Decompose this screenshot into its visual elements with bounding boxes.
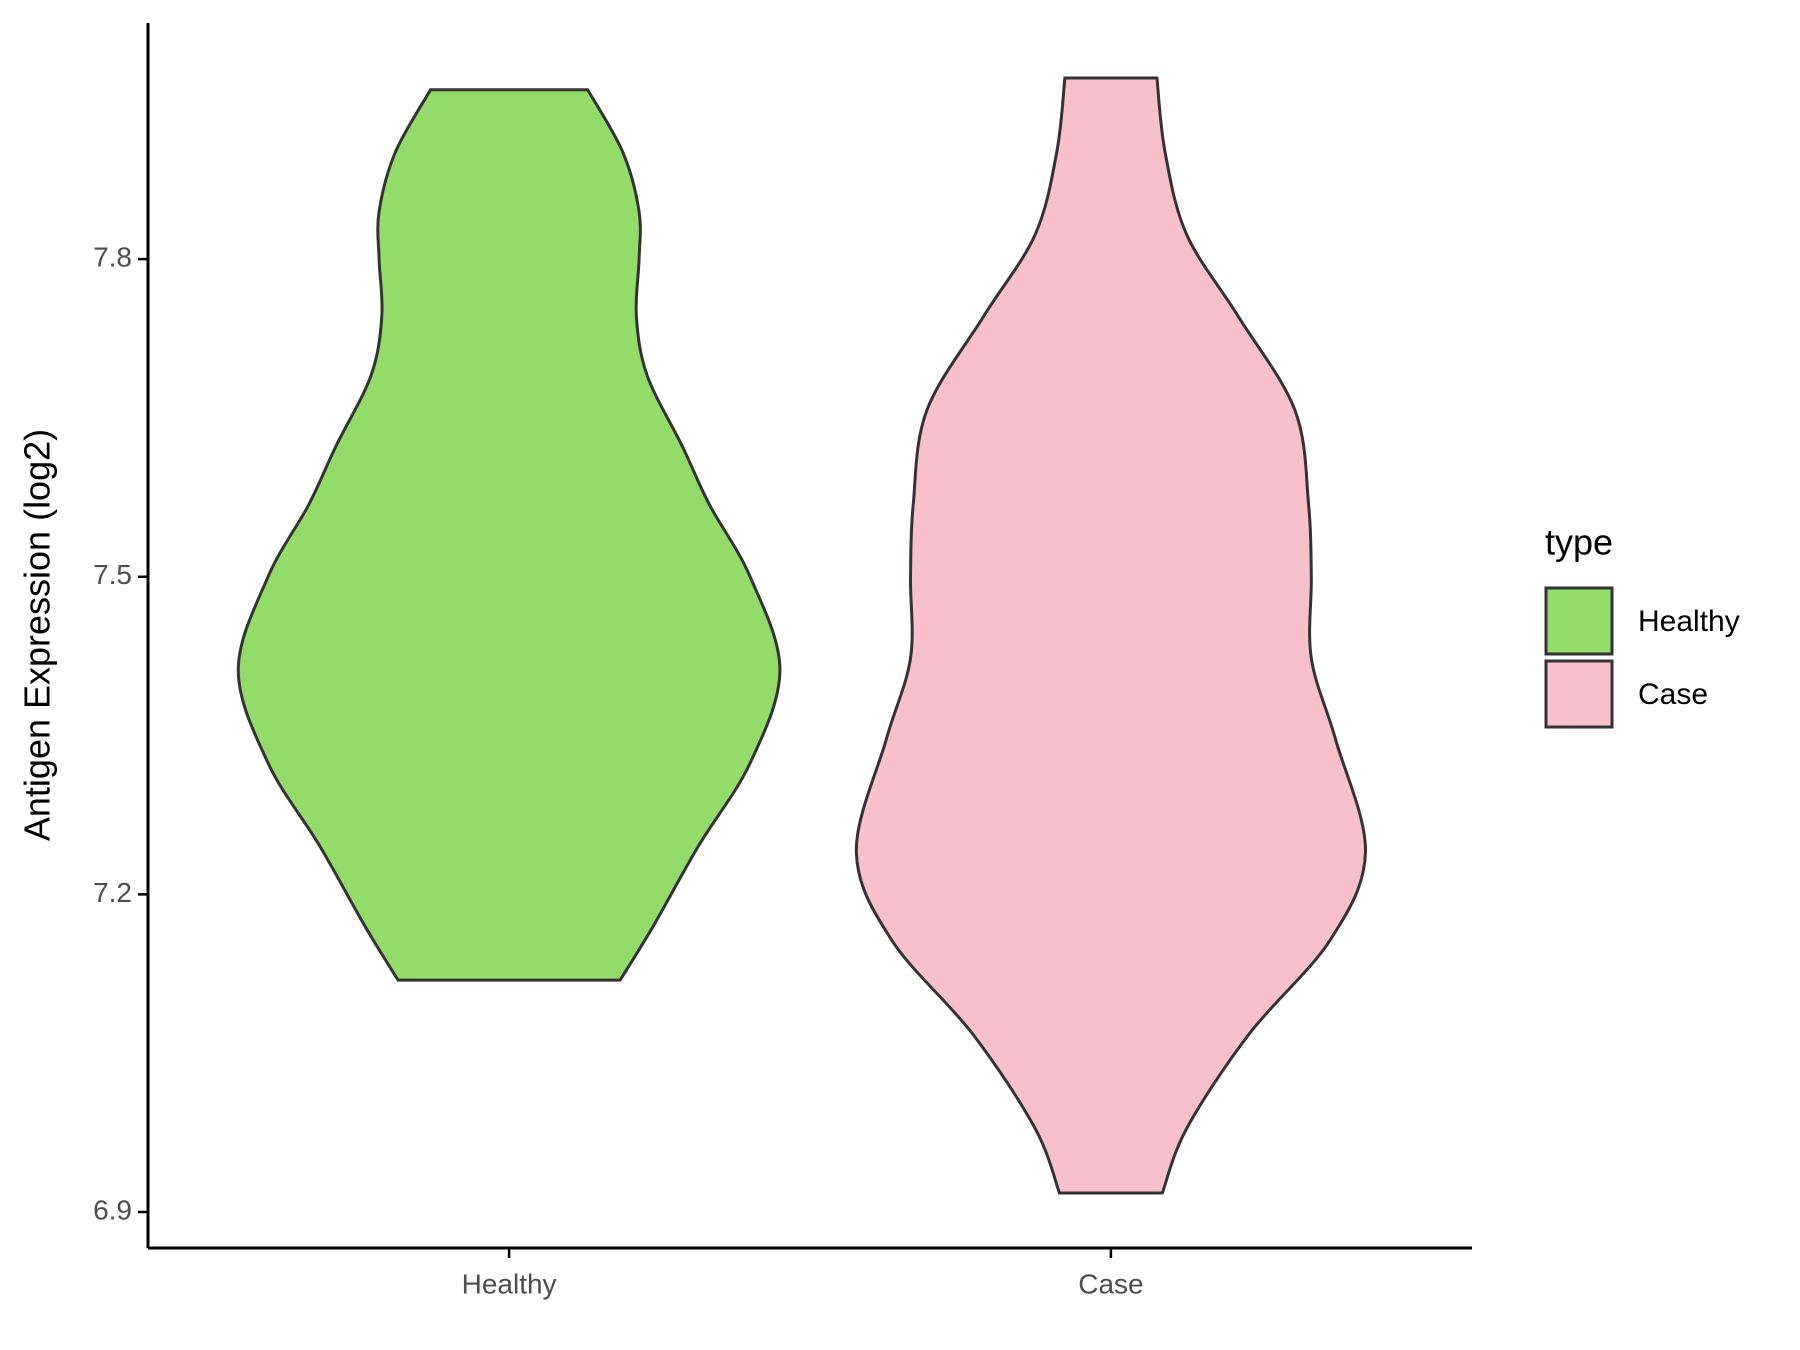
legend-label: Healthy (1638, 605, 1740, 638)
x-tick-label: Case (1078, 1268, 1143, 1299)
y-axis-title: Antigen Expression (log2) (17, 429, 58, 841)
violin (236, 88, 782, 982)
y-tick-label: 7.2 (93, 877, 132, 908)
violin (854, 76, 1367, 1195)
legend-label: Case (1638, 678, 1708, 711)
legend-swatch (1544, 659, 1614, 729)
y-tick-label: 6.9 (93, 1194, 132, 1225)
legend-title: type (1545, 522, 1613, 563)
y-tick-label: 7.5 (93, 559, 132, 590)
legend-swatch (1544, 586, 1614, 656)
x-tick-label: Healthy (462, 1268, 557, 1299)
y-tick-label: 7.8 (93, 241, 132, 272)
